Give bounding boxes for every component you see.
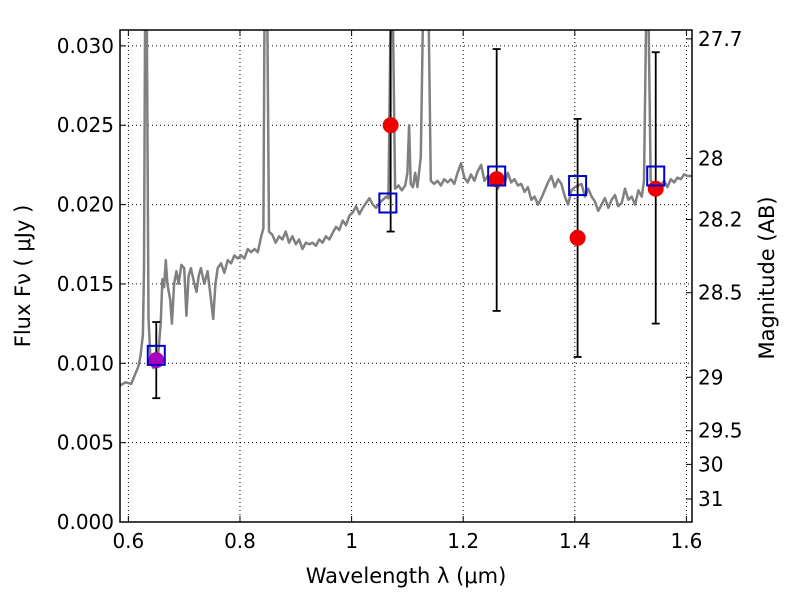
model-point [487, 165, 507, 187]
x-tick-label: 1.4 [559, 529, 591, 553]
y-tick-label: 0.015 [57, 272, 114, 296]
observed-point [488, 171, 505, 188]
observed-points [148, 117, 664, 369]
model-points [146, 165, 666, 366]
observed-point [569, 229, 586, 246]
model-point [646, 165, 666, 187]
x-tick-label: 1.2 [447, 529, 479, 553]
model-point [378, 192, 398, 214]
x-tick-label: 0.6 [112, 529, 144, 553]
observed-point [382, 117, 399, 134]
y2-tick-label: 30 [698, 452, 723, 476]
x-tick-label: 1 [345, 529, 358, 553]
y-tick-label: 0.010 [57, 351, 114, 375]
x-tick-label: 1.6 [671, 529, 703, 553]
y-tick-label: 0.005 [57, 431, 114, 455]
plot-frame [119, 29, 693, 523]
y2-tick-label: 31 [698, 487, 723, 511]
y-axis-title: Flux Fν ( μJy ) [11, 205, 35, 348]
spectrum-line [120, 30, 692, 387]
y2-tick-label: 28 [698, 146, 723, 170]
error-bars [152, 30, 660, 400]
spectrum-series [120, 30, 692, 387]
y2-tick-label: 28.5 [698, 281, 743, 305]
y-tick-label: 0.000 [57, 510, 114, 534]
y2-tick-label: 28.2 [698, 207, 743, 231]
x-ticks: 0.6 0.8 1 1.2 1.4 1.6 [112, 30, 702, 553]
y-ticks: 0.000 0.005 0.010 0.015 0.020 0.025 0.030 [57, 34, 126, 534]
model-point [568, 175, 588, 197]
y-tick-label: 0.030 [57, 34, 114, 58]
y2-tick-label: 27.7 [698, 27, 743, 51]
y2-ticks: 27.7 28 28.2 28.5 29 29.5 30 31 [686, 27, 743, 511]
x-axis-title: Wavelength λ (μm) [306, 564, 507, 588]
observed-point [647, 180, 664, 197]
y2-tick-label: 29 [698, 365, 723, 389]
y2-axis-title: Magnitude (AB) [755, 196, 779, 359]
model-point [146, 344, 166, 366]
y-tick-label: 0.025 [57, 113, 114, 137]
y-tick-label: 0.020 [57, 193, 114, 217]
x-tick-label: 0.8 [224, 529, 256, 553]
y2-tick-label: 29.5 [698, 419, 743, 443]
